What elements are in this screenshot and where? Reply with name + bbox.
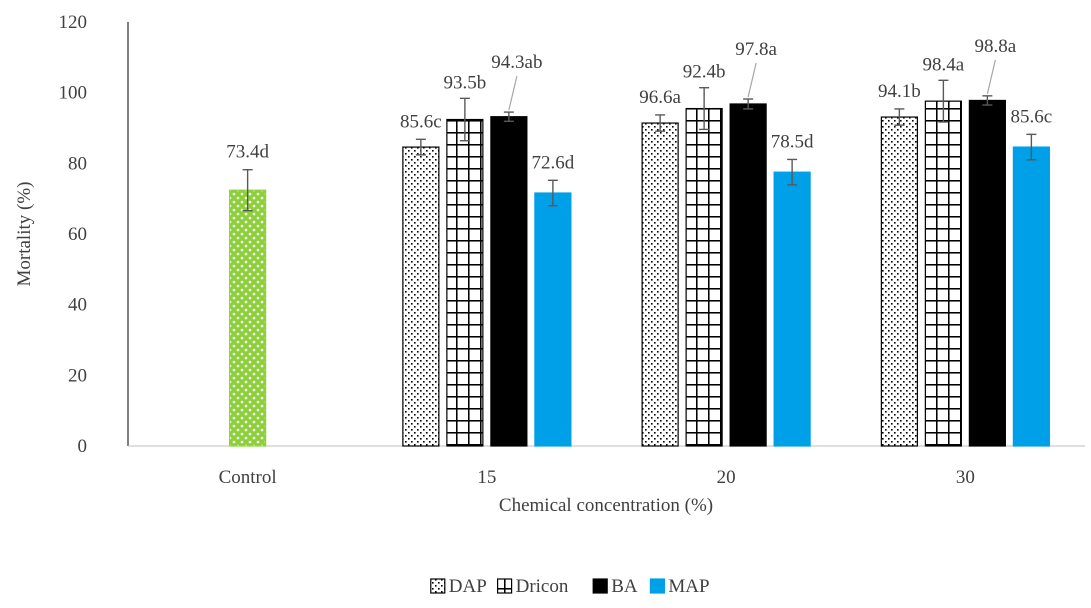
y-tick-label: 40 (68, 295, 87, 316)
data-label: 93.5b (444, 72, 487, 93)
legend-label: DAP (449, 576, 487, 597)
data-label: 96.6a (639, 87, 681, 108)
data-label: 94.1b (878, 81, 921, 102)
bar (446, 118, 484, 447)
bar (685, 107, 723, 447)
y-tick-label: 60 (68, 224, 87, 245)
y-tick-label: 100 (59, 83, 88, 104)
x-tick-label: 15 (477, 467, 496, 488)
x-tick-label: 30 (956, 467, 975, 488)
legend: DAP Dricon BA MAP (430, 576, 710, 597)
data-label: 73.4d (226, 142, 269, 163)
legend-swatch (649, 578, 666, 594)
legend-label: Dricon (516, 576, 569, 597)
x-axis-title: Chemical concentration (%) (499, 495, 713, 516)
bar (534, 192, 572, 447)
y-tick-label: 120 (59, 12, 88, 33)
data-label: 97.8a (735, 39, 777, 60)
label-leader-line (747, 62, 757, 98)
data-label: 85.6c (1011, 106, 1053, 127)
bar (729, 103, 767, 447)
data-label: 98.4a (923, 54, 965, 75)
bar (968, 99, 1006, 447)
label-leader-line (508, 75, 518, 111)
label-leader-line (986, 59, 996, 94)
y-tick-label: 0 (78, 436, 88, 457)
bar (924, 100, 962, 447)
x-tick-label: 20 (717, 467, 736, 488)
data-label: 92.4b (683, 62, 726, 83)
data-label: 85.6c (400, 111, 442, 132)
data-label: 72.6d (532, 152, 575, 173)
legend-label: MAP (668, 576, 709, 597)
y-tick-label: 80 (68, 153, 87, 174)
bar (1012, 146, 1050, 447)
bar (641, 122, 679, 447)
y-tick-label: 20 (68, 365, 87, 386)
legend-swatch (592, 578, 608, 594)
bar (773, 171, 811, 447)
legend-swatch (497, 578, 513, 594)
bar (490, 116, 528, 447)
data-label: 98.8a (975, 36, 1017, 57)
bar (229, 189, 267, 447)
bar (402, 146, 440, 447)
legend-swatch (430, 578, 446, 594)
bar (880, 116, 918, 447)
data-label: 94.3ab (491, 52, 542, 73)
y-axis-title: Mortality (%) (14, 181, 35, 286)
data-label: 78.5d (771, 131, 814, 152)
legend-label: BA (611, 576, 638, 597)
x-tick-label: Control (219, 467, 277, 488)
